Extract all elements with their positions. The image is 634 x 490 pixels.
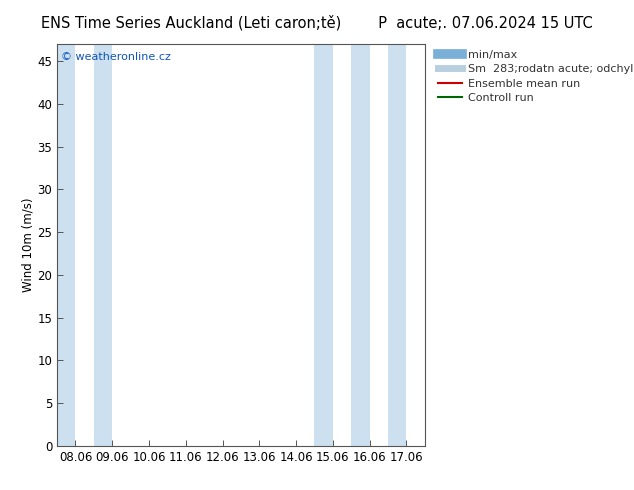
Bar [388,44,406,446]
Text: ENS Time Series Auckland (Leti caron;tě)        P  acute;. 07.06.2024 15 UTC: ENS Time Series Auckland (Leti caron;tě)… [41,15,593,30]
Bar [351,44,370,446]
Bar [314,44,333,446]
Legend: min/max, Sm  283;rodatn acute; odchylka, Ensemble mean run, Controll run: min/max, Sm 283;rodatn acute; odchylka, … [437,49,634,103]
Bar [57,44,75,446]
Y-axis label: Wind 10m (m/s): Wind 10m (m/s) [22,198,34,292]
Bar [94,44,112,446]
Text: © weatheronline.cz: © weatheronline.cz [61,52,171,62]
